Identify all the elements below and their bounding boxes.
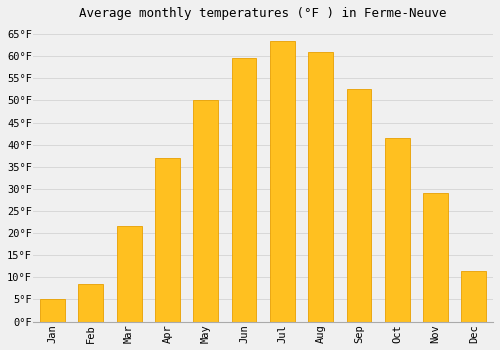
Bar	[385, 138, 409, 322]
Bar	[78, 284, 103, 322]
Bar	[116, 226, 141, 322]
Bar	[40, 299, 65, 322]
Bar	[270, 41, 295, 322]
Bar	[232, 58, 256, 322]
Bar	[423, 193, 448, 322]
Bar	[462, 271, 486, 322]
Bar	[194, 100, 218, 322]
Title: Average monthly temperatures (°F ) in Ferme-Neuve: Average monthly temperatures (°F ) in Fe…	[80, 7, 447, 20]
Bar	[155, 158, 180, 322]
Bar	[308, 52, 333, 322]
Bar	[346, 89, 372, 322]
